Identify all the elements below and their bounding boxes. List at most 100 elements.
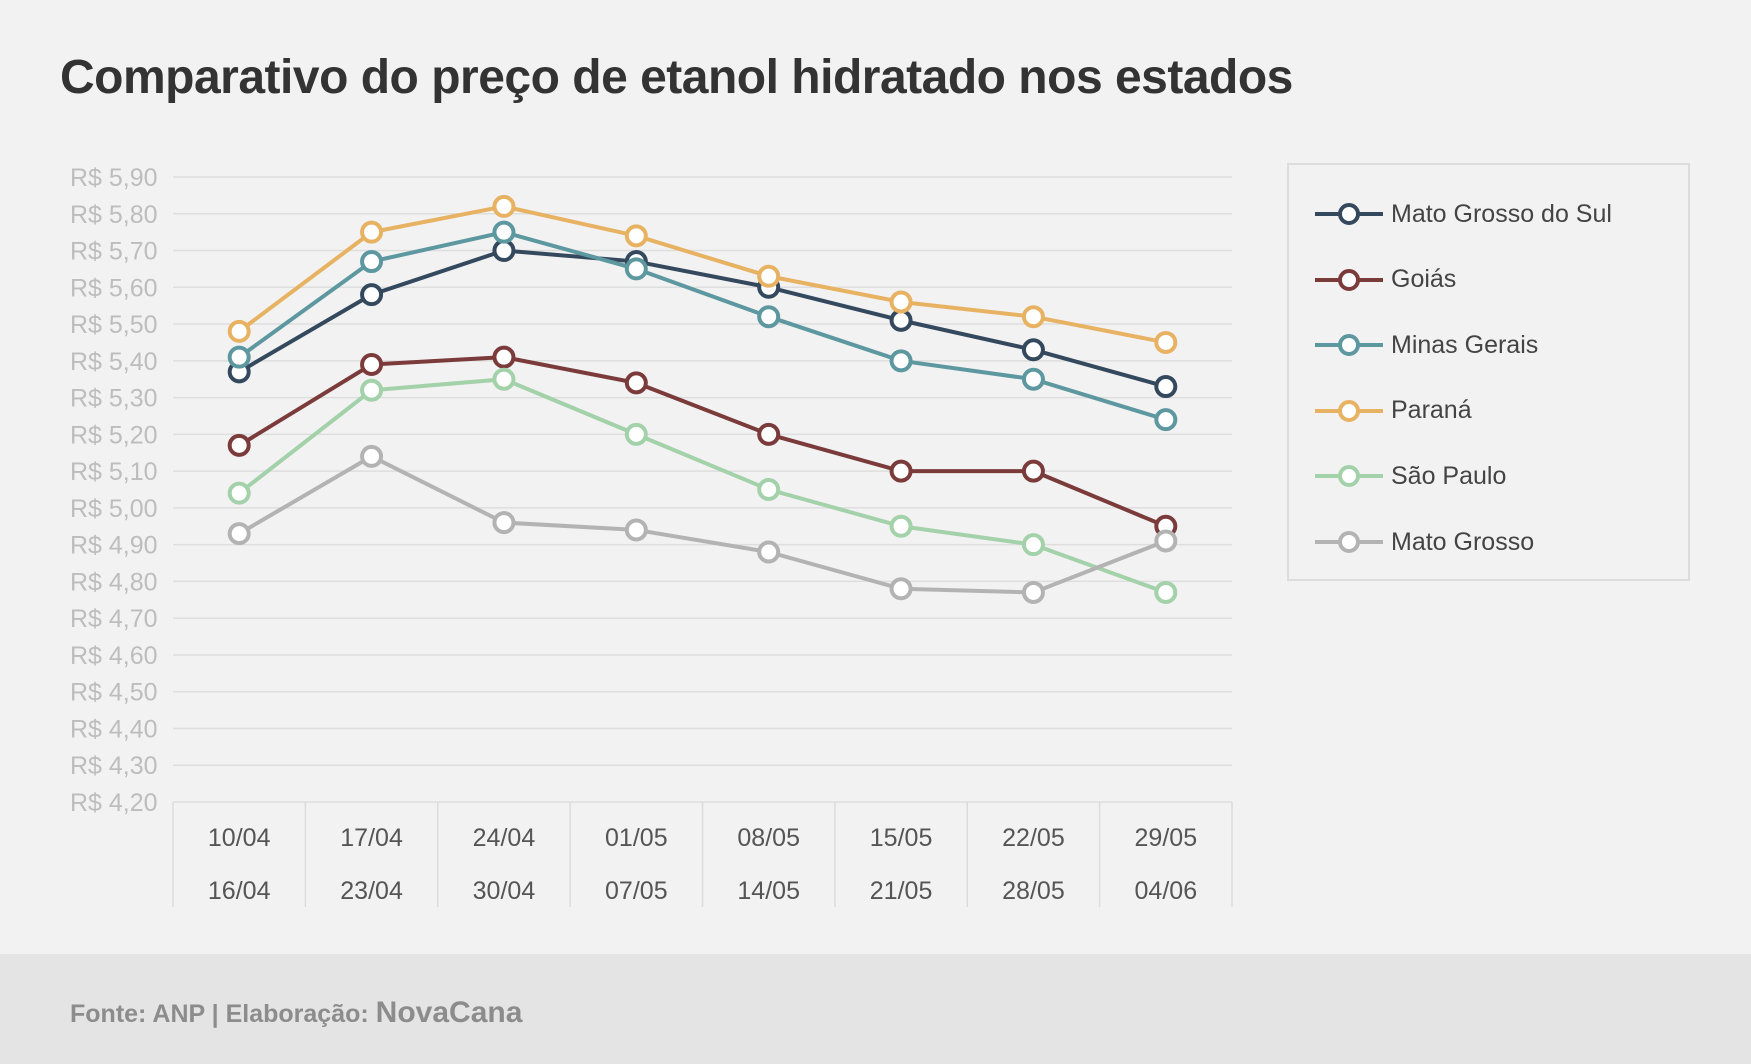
x-tick-label-start: 15/05 xyxy=(870,824,933,852)
data-point xyxy=(889,577,913,601)
legend-label: Mato Grosso do Sul xyxy=(1391,199,1612,228)
legend-item: Mato Grosso xyxy=(1313,527,1534,557)
data-point xyxy=(624,224,648,248)
series-goias xyxy=(227,345,1178,538)
x-tick-label-end: 28/05 xyxy=(1002,877,1065,905)
y-tick-label: R$ 5,40 xyxy=(70,348,158,376)
data-point xyxy=(227,319,251,343)
x-tick-label-start: 29/05 xyxy=(1135,824,1198,852)
brand-name: NovaCana xyxy=(375,996,523,1029)
legend-swatch xyxy=(1315,531,1383,553)
data-series xyxy=(227,194,1178,604)
x-tick-label-end: 30/04 xyxy=(473,877,536,905)
y-tick-label: R$ 4,70 xyxy=(70,605,158,633)
chart-legend: Mato Grosso do Sul Goiás Minas Gerais Paran… xyxy=(1287,163,1690,581)
x-tick-label-start: 01/05 xyxy=(605,824,668,852)
series-line xyxy=(238,248,1167,389)
y-tick-label: R$ 4,20 xyxy=(70,789,158,817)
x-tick-label-end: 23/04 xyxy=(340,877,403,905)
data-point xyxy=(492,367,516,391)
data-point xyxy=(889,349,913,373)
data-point xyxy=(1154,408,1178,432)
data-point xyxy=(889,308,913,332)
x-tick-label-end: 16/04 xyxy=(208,877,271,905)
y-tick-label: R$ 4,60 xyxy=(70,642,158,670)
y-tick-label: R$ 5,30 xyxy=(70,385,158,413)
data-point xyxy=(360,250,384,274)
data-point xyxy=(624,422,648,446)
series-sao-paulo xyxy=(227,367,1178,604)
data-point xyxy=(757,540,781,564)
series-line xyxy=(237,377,1167,595)
legend-swatch xyxy=(1315,268,1383,291)
x-tick-label-end: 14/05 xyxy=(737,877,800,905)
x-tick-label-start: 22/05 xyxy=(1002,824,1065,852)
data-point xyxy=(1154,580,1178,604)
legend-label: Goiás xyxy=(1391,265,1457,294)
y-tick-label: R$ 5,00 xyxy=(70,495,158,523)
legend-item: Paraná xyxy=(1313,396,1472,426)
data-point xyxy=(1021,305,1045,329)
y-tick-label: R$ 4,40 xyxy=(70,715,158,743)
y-tick-label: R$ 4,90 xyxy=(70,532,158,560)
legend-item: Goiás xyxy=(1313,265,1456,295)
y-axis-tick-labels: R$ 5,90 R$ 5,80 R$ 5,70 R$ 5,60 R$ 5,50 R$ 5,… xyxy=(70,164,158,817)
data-point xyxy=(492,511,516,535)
source-text: Fonte: ANP | Elaboração: xyxy=(70,1000,369,1028)
data-point xyxy=(624,518,648,542)
data-point xyxy=(1021,367,1045,391)
y-tick-label: R$ 5,90 xyxy=(70,164,158,192)
data-point xyxy=(360,353,384,376)
data-point xyxy=(624,371,648,395)
data-point xyxy=(889,290,913,314)
x-axis: 10/04 16/04 17/04 23/04 24/04 30/04 01/05 07/05… xyxy=(172,802,1233,907)
data-point xyxy=(889,514,913,538)
legend-label: Minas Gerais xyxy=(1391,330,1539,359)
x-tick-label-end: 04/06 xyxy=(1135,877,1198,905)
data-point xyxy=(227,481,251,505)
data-point xyxy=(757,264,781,288)
y-tick-label: R$ 4,30 xyxy=(70,752,158,780)
data-point xyxy=(1021,459,1045,483)
data-point xyxy=(1021,533,1045,557)
data-point xyxy=(360,444,384,468)
data-point xyxy=(227,522,251,546)
data-point xyxy=(757,422,781,446)
x-tick-label-start: 10/04 xyxy=(208,824,271,852)
legend-swatch xyxy=(1315,465,1383,488)
y-tick-label: R$ 5,50 xyxy=(70,311,158,339)
x-tick-label-start: 17/04 xyxy=(340,824,403,852)
x-tick-label-end: 07/05 xyxy=(605,877,668,905)
data-point xyxy=(624,257,648,281)
data-point xyxy=(360,220,384,244)
y-tick-label: R$ 5,10 xyxy=(70,458,158,486)
legend-swatch xyxy=(1315,399,1383,422)
data-point xyxy=(360,283,384,307)
data-point xyxy=(492,345,516,369)
legend-label: São Paulo xyxy=(1391,461,1507,490)
data-point xyxy=(889,459,913,483)
legend-label: Mato Grosso xyxy=(1391,527,1535,556)
chart-title: Comparativo do preço de etanol hidratado… xyxy=(60,51,1293,104)
legend-label: Paraná xyxy=(1391,396,1472,425)
y-tick-label: R$ 4,50 xyxy=(70,679,158,707)
x-tick-label-end: 21/05 xyxy=(870,877,933,905)
series-mato-grosso xyxy=(227,444,1178,604)
data-point xyxy=(492,220,516,244)
data-point xyxy=(492,239,516,263)
legend-item: Minas Gerais xyxy=(1313,330,1538,360)
data-point xyxy=(1021,338,1045,362)
data-point xyxy=(360,378,384,402)
data-point xyxy=(1021,580,1045,604)
legend-item: São Paulo xyxy=(1313,461,1506,491)
series-line xyxy=(237,204,1167,345)
legend-item: Mato Grosso do Sul xyxy=(1313,199,1612,229)
data-point xyxy=(757,478,781,501)
series-line xyxy=(238,355,1167,529)
legend-swatch xyxy=(1315,334,1383,357)
y-tick-label: R$ 5,20 xyxy=(70,421,158,449)
series-minas-gerais xyxy=(227,220,1178,432)
line-chart: R$ 5,90 R$ 5,80 R$ 5,70 R$ 5,60 R$ 5,50 R$ 5,… xyxy=(70,164,1233,907)
x-tick-label-start: 24/04 xyxy=(473,824,536,852)
y-tick-label: R$ 5,60 xyxy=(70,274,158,302)
